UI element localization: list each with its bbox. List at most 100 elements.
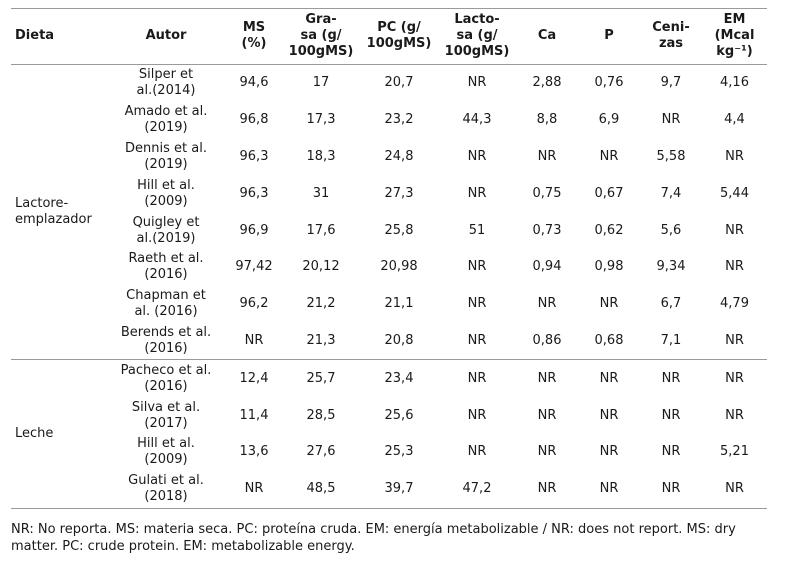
value-cell: 21,1 bbox=[384, 296, 414, 312]
value-cell: 7,4 bbox=[660, 185, 682, 201]
value-cell: 7,1 bbox=[660, 332, 682, 348]
value-cell: 0,67 bbox=[594, 185, 624, 201]
value-cell: NR bbox=[226, 470, 282, 509]
column-header: Lacto- sa (g/ 100gMS) bbox=[438, 8, 516, 65]
autor-cell: Amado et al. (2019) bbox=[124, 104, 208, 136]
autor-cell: Hill et al. (2009) bbox=[137, 177, 195, 209]
table-row: Hill et al. (2009) 13,6 27,6 25,3 NR NR NR NR 5,… bbox=[11, 434, 767, 471]
column-header: Dieta bbox=[11, 8, 106, 65]
value-cell: NR bbox=[661, 407, 681, 423]
table-row: Dennis et al. (2019) 96,3 18,3 24,8 NR NR NR 5,… bbox=[11, 139, 767, 176]
value-cell: 23,4 bbox=[360, 359, 438, 398]
value-cell: 39,7 bbox=[360, 470, 438, 509]
value-cell: 96,3 bbox=[239, 185, 269, 201]
value-cell: NR bbox=[599, 296, 619, 312]
value-cell: 9,7 bbox=[640, 63, 702, 102]
value-cell: 12,4 bbox=[226, 359, 282, 398]
table-row: Leche Pacheco et al. (2016) 12,4 25,7 23,4 NR… bbox=[11, 359, 767, 509]
value-cell: 6,9 bbox=[598, 112, 620, 128]
value-cell: 96,9 bbox=[239, 222, 269, 238]
value-cell: 21,2 bbox=[306, 296, 336, 312]
value-cell: NR bbox=[661, 444, 681, 460]
autor-cell: Chapman et al. (2016) bbox=[126, 288, 206, 320]
value-cell: 20,98 bbox=[380, 259, 418, 275]
value-cell: NR bbox=[467, 259, 487, 275]
autor-cell: Gulati et al. (2018) bbox=[106, 470, 226, 509]
value-cell: 4,16 bbox=[702, 63, 767, 102]
autor-cell: Berends et al. (2016) bbox=[120, 324, 212, 356]
value-cell: 0,98 bbox=[594, 259, 624, 275]
header-row: Dieta Autor MS (%) Gra- sa (g/ 100gMS) PC (g… bbox=[11, 8, 767, 65]
column-header: Gra- sa (g/ 100gMS) bbox=[282, 8, 360, 65]
value-cell: NR bbox=[467, 407, 487, 423]
value-cell: 48,5 bbox=[282, 470, 360, 509]
value-cell: 23,2 bbox=[384, 112, 414, 128]
value-cell: NR bbox=[599, 407, 619, 423]
value-cell: 31 bbox=[312, 185, 330, 201]
value-cell: 96,2 bbox=[239, 296, 269, 312]
value-cell: 20,12 bbox=[302, 259, 340, 275]
table-row: Gulati et al. (2018) NR 48,5 39,7 47,2 NR NR NR… bbox=[11, 470, 767, 509]
table-row: Raeth et al. (2016) 97,42 20,12 20,98 NR 0,94… bbox=[11, 249, 767, 286]
table-row: Quigley et al.(2019) 96,9 17,6 25,8 51 0,73 0,… bbox=[11, 212, 767, 249]
value-cell: NR bbox=[438, 63, 516, 102]
value-cell: NR bbox=[537, 407, 557, 423]
value-cell: 96,3 bbox=[239, 148, 269, 164]
value-cell: 17 bbox=[282, 63, 360, 102]
table-row: Berends et al. (2016) NR 21,3 20,8 NR 0,86 0,6… bbox=[11, 323, 767, 360]
value-cell: 18,3 bbox=[306, 148, 336, 164]
table-body: Lactore- emplazador Silper et al.(2014) 94… bbox=[11, 63, 767, 509]
value-cell: 0,75 bbox=[532, 185, 562, 201]
column-header: Ca bbox=[516, 8, 578, 65]
value-cell: 97,42 bbox=[235, 259, 273, 275]
value-cell: NR bbox=[467, 148, 487, 164]
value-cell: 5,6 bbox=[660, 222, 682, 238]
value-cell: NR bbox=[467, 332, 487, 348]
value-cell: 0,73 bbox=[532, 222, 562, 238]
value-cell: NR bbox=[725, 407, 744, 423]
value-cell: 25,7 bbox=[282, 359, 360, 398]
column-header: MS (%) bbox=[226, 8, 282, 65]
value-cell: 17,3 bbox=[306, 112, 336, 128]
value-cell: 13,6 bbox=[239, 444, 269, 460]
value-cell: NR bbox=[537, 296, 557, 312]
autor-cell: Quigley et al.(2019) bbox=[132, 214, 200, 246]
value-cell: 6,7 bbox=[660, 296, 682, 312]
table-row: Lactore- emplazador Silper et al.(2014) 94… bbox=[11, 63, 767, 361]
value-cell: 20,8 bbox=[384, 332, 414, 348]
value-cell: NR bbox=[467, 185, 487, 201]
value-cell: NR bbox=[640, 470, 702, 509]
autor-cell: Silva et al. (2017) bbox=[131, 399, 201, 431]
value-cell: NR bbox=[244, 332, 264, 348]
value-cell: 4,79 bbox=[720, 296, 749, 312]
value-cell: NR bbox=[725, 332, 744, 348]
value-cell: 94,6 bbox=[226, 63, 282, 102]
value-cell: 24,8 bbox=[384, 148, 414, 164]
value-cell: NR bbox=[516, 359, 578, 398]
table-row: Hill et al. (2009) 96,3 31 27,3 NR 0,75 0,67 7,… bbox=[11, 175, 767, 212]
value-cell: 0,86 bbox=[532, 332, 562, 348]
value-cell: NR bbox=[725, 148, 744, 164]
autor-cell: Pacheco et al. (2016) bbox=[106, 359, 226, 398]
value-cell: 17,6 bbox=[306, 222, 336, 238]
value-cell: 51 bbox=[468, 222, 486, 238]
value-cell: NR bbox=[599, 148, 619, 164]
autor-cell: Dennis et al. (2019) bbox=[125, 140, 207, 172]
value-cell: NR bbox=[578, 470, 640, 509]
value-cell: 0,76 bbox=[578, 63, 640, 102]
value-cell: NR bbox=[702, 359, 767, 398]
value-cell: 9,34 bbox=[656, 259, 686, 275]
autor-cell: Raeth et al. (2016) bbox=[128, 251, 204, 283]
value-cell: 8,8 bbox=[536, 112, 558, 128]
value-cell: 5,58 bbox=[656, 148, 686, 164]
value-cell: 27,6 bbox=[306, 444, 336, 460]
dieta-cell: Leche bbox=[11, 359, 106, 509]
dieta-cell: Lactore- emplazador bbox=[11, 63, 106, 361]
value-cell: NR bbox=[640, 359, 702, 398]
column-header: P bbox=[578, 8, 640, 65]
value-cell: 27,3 bbox=[384, 185, 414, 201]
table-header: Dieta Autor MS (%) Gra- sa (g/ 100gMS) PC (g… bbox=[11, 8, 767, 65]
value-cell: 11,4 bbox=[239, 407, 269, 423]
value-cell: 5,21 bbox=[720, 444, 749, 460]
value-cell: NR bbox=[725, 259, 744, 275]
